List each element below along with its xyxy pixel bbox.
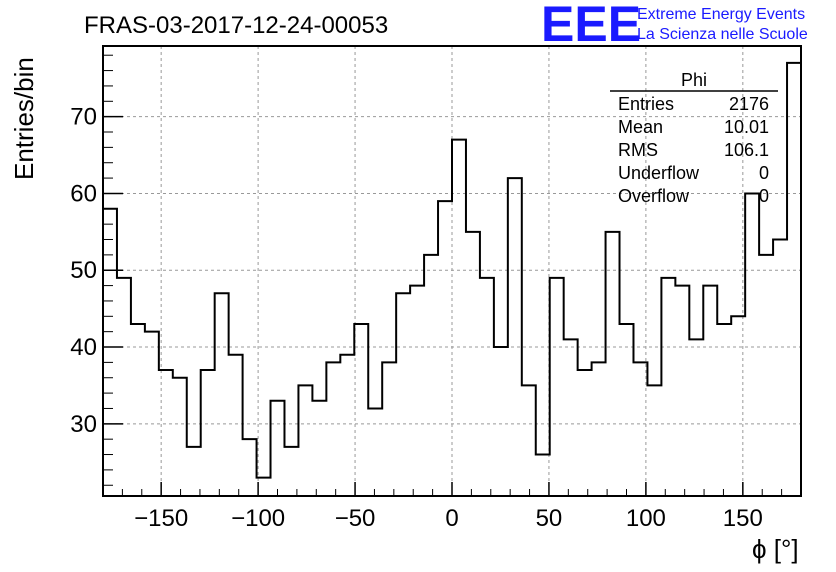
y-axis-title: Entries/bin <box>9 57 39 180</box>
stats-value: 0 <box>759 186 769 206</box>
plot-frame <box>102 45 802 497</box>
x-axis-title: ϕ [°] <box>752 534 799 564</box>
stats-label: Mean <box>618 117 663 137</box>
stats-label: RMS <box>618 140 658 160</box>
y-tick-label: 70 <box>70 104 97 131</box>
stats-label: Entries <box>618 94 674 114</box>
stats-label: Overflow <box>618 186 690 206</box>
stats-label: Underflow <box>618 163 700 183</box>
stats-value: 2176 <box>729 94 769 114</box>
eee-logo: EEE <box>541 0 641 52</box>
y-tick-label: 50 <box>70 257 97 284</box>
logo-line-1: Extreme Energy Events <box>637 6 805 23</box>
grid <box>103 46 801 496</box>
y-tick-label: 60 <box>70 180 97 207</box>
stats-title: Phi <box>681 70 707 90</box>
stats-value: 10.01 <box>724 117 769 137</box>
x-tick-label: 150 <box>723 505 763 532</box>
stats-box: Phi Entries 2176 Mean 10.01 RMS 106.1 Underflo… <box>610 70 778 206</box>
chart-title: FRAS-03-2017-12-24-00053 <box>84 12 388 39</box>
axis-ticks <box>103 54 783 496</box>
x-tick-label: 100 <box>626 505 666 532</box>
tick-labels: −150 −100 −50 0 50 100 150 30 40 50 60 70 <box>70 104 763 532</box>
x-tick-label: 0 <box>445 505 458 532</box>
x-tick-label: −150 <box>134 505 188 532</box>
stats-value: 0 <box>759 163 769 183</box>
x-tick-label: −100 <box>231 505 285 532</box>
histogram-line <box>103 61 801 479</box>
y-tick-label: 30 <box>70 411 97 438</box>
logo-line-2: La Scienza nelle Scuole <box>637 26 808 43</box>
x-tick-label: 50 <box>536 505 563 532</box>
x-tick-label: −50 <box>335 505 376 532</box>
y-tick-label: 40 <box>70 334 97 361</box>
stats-value: 106.1 <box>724 140 769 160</box>
